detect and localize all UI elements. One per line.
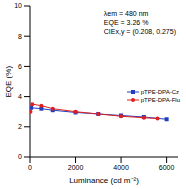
svg-text:EQE (%): EQE (%) bbox=[8, 66, 13, 98]
svg-text:Luminance (cd m⁻²): Luminance (cd m⁻²) bbox=[69, 176, 139, 185]
svg-text:0: 0 bbox=[18, 153, 22, 160]
html-text:pTPE-DPA-Cz: pTPE-DPA-Cz bbox=[140, 89, 179, 95]
html-text:pTPE-DPA-Flu: pTPE-DPA-Flu bbox=[140, 97, 180, 103]
svg-text:8: 8 bbox=[18, 33, 22, 40]
svg-text:2: 2 bbox=[18, 123, 22, 130]
svg-text:4: 4 bbox=[18, 93, 22, 100]
svg-text:4000: 4000 bbox=[113, 164, 129, 171]
svg-text:6000: 6000 bbox=[159, 164, 175, 171]
html-text:CIEx,y = (0.208, 0.275): CIEx,y = (0.208, 0.275) bbox=[103, 28, 176, 35]
html-text:EQE = 3.26 %: EQE = 3.26 % bbox=[103, 19, 149, 26]
svg-text:2000: 2000 bbox=[68, 164, 84, 171]
svg-text:0: 0 bbox=[28, 164, 32, 171]
svg-text:6: 6 bbox=[18, 63, 22, 70]
html-text:λem = 480 nm: λem = 480 nm bbox=[103, 10, 149, 17]
svg-text:10: 10 bbox=[14, 2, 22, 9]
